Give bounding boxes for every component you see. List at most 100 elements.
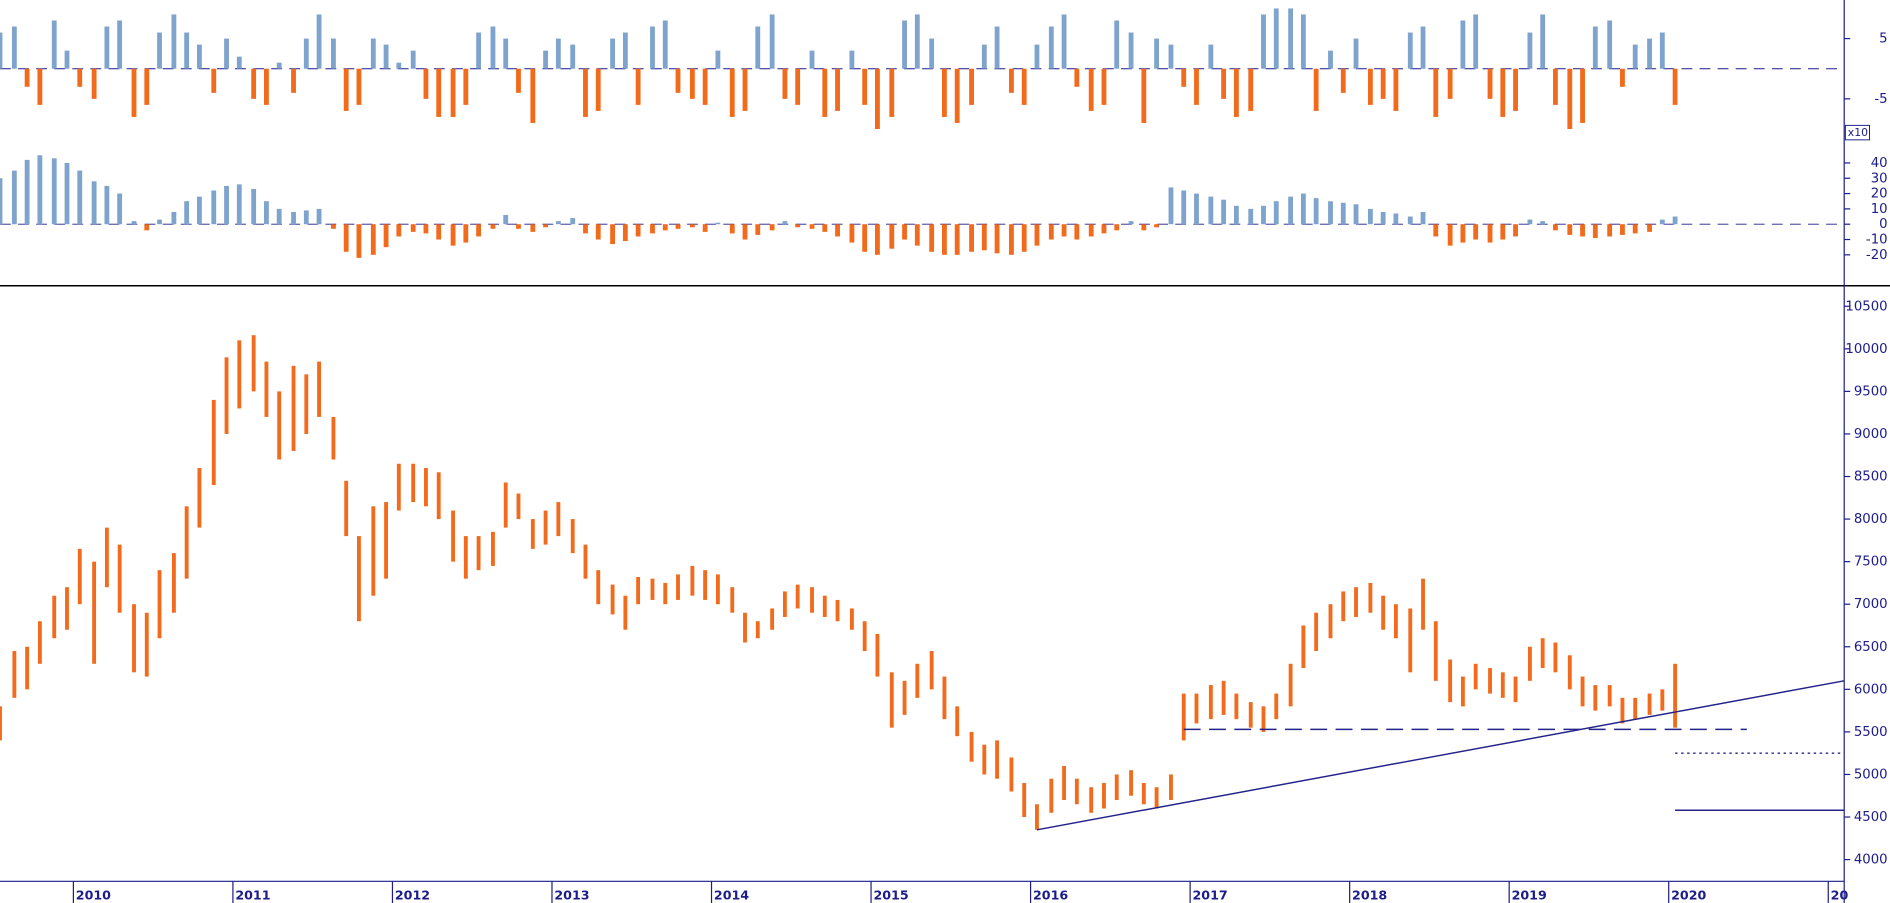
bar xyxy=(1061,14,1067,69)
bar xyxy=(1273,201,1279,225)
price-bar xyxy=(1248,702,1253,728)
bar xyxy=(1048,26,1054,69)
bar xyxy=(1487,224,1493,243)
bar xyxy=(1420,211,1426,225)
bar xyxy=(1433,68,1439,117)
bar xyxy=(862,68,868,105)
bar xyxy=(530,68,536,123)
bar xyxy=(702,224,708,232)
bar xyxy=(463,224,469,243)
bar xyxy=(450,224,456,246)
price-bar xyxy=(224,357,229,434)
bar xyxy=(1353,204,1359,225)
bar xyxy=(1021,68,1027,105)
y-tick-label: -5 xyxy=(1874,92,1887,107)
bar xyxy=(1567,224,1573,235)
price-bar xyxy=(491,531,495,566)
bar xyxy=(410,224,416,232)
bar xyxy=(954,68,960,123)
price-bar xyxy=(1660,689,1665,711)
bar xyxy=(543,224,549,228)
bar xyxy=(1580,224,1585,237)
bar xyxy=(1034,224,1040,246)
price-bar xyxy=(1261,706,1266,732)
bar xyxy=(1181,68,1187,87)
bar xyxy=(264,68,269,105)
bar xyxy=(1034,44,1040,69)
y-tick-label: 5 xyxy=(1879,32,1887,47)
price-bar xyxy=(1381,595,1386,630)
price-bar xyxy=(730,587,735,613)
bar xyxy=(1380,211,1386,225)
bar xyxy=(197,196,202,225)
price-bar xyxy=(676,574,680,600)
bar xyxy=(729,224,735,234)
y-tick-label: 9500 xyxy=(1854,384,1888,399)
bar xyxy=(929,38,935,69)
bar xyxy=(1208,196,1214,225)
price-bar xyxy=(982,744,987,775)
bar xyxy=(1088,68,1094,111)
x-tick-label: 20 xyxy=(1831,887,1849,902)
bar xyxy=(914,224,920,246)
bar xyxy=(1607,224,1613,237)
bar xyxy=(91,68,97,99)
bar xyxy=(0,32,3,69)
bar xyxy=(981,44,987,69)
bar xyxy=(1447,224,1453,246)
bar xyxy=(396,62,402,69)
bar xyxy=(969,224,974,252)
bar xyxy=(1672,68,1678,105)
price-bar xyxy=(1393,604,1398,639)
bar xyxy=(1328,201,1333,225)
bar xyxy=(1500,68,1506,117)
bar xyxy=(675,68,681,93)
price-bar xyxy=(92,561,97,664)
bar xyxy=(969,68,974,105)
price-bar xyxy=(1328,604,1333,639)
price-bar xyxy=(25,646,30,690)
bar xyxy=(1632,44,1638,69)
y-tick-label: 9000 xyxy=(1854,427,1888,442)
bar xyxy=(144,224,150,231)
annotation-line xyxy=(1036,680,1845,831)
bar xyxy=(224,185,229,225)
bar xyxy=(1101,68,1107,105)
price-bar xyxy=(211,399,216,486)
bar xyxy=(131,221,137,225)
price-bar xyxy=(1169,774,1173,801)
bar xyxy=(157,219,162,225)
x-tick-label: 2017 xyxy=(1193,887,1228,902)
price-bar xyxy=(1607,685,1612,707)
price-bar xyxy=(1448,659,1453,703)
price-bar xyxy=(942,676,947,720)
bar xyxy=(543,50,549,69)
price-bar xyxy=(1620,697,1625,724)
bar xyxy=(1567,68,1573,129)
bar xyxy=(64,162,70,225)
bar xyxy=(1181,190,1187,225)
x-tick-label: 2016 xyxy=(1033,887,1068,902)
bar xyxy=(1313,68,1319,111)
bar xyxy=(1300,193,1306,225)
price-bar xyxy=(1274,693,1279,720)
bar xyxy=(942,224,947,255)
bar xyxy=(476,224,482,237)
bar xyxy=(316,208,322,225)
y-tick-label: 20 xyxy=(1871,187,1888,202)
bar xyxy=(1328,50,1333,69)
price-bar xyxy=(1473,663,1478,690)
price-bar xyxy=(52,595,57,639)
bar xyxy=(11,26,17,69)
bar xyxy=(595,224,601,240)
bar xyxy=(755,224,761,235)
price-bar xyxy=(476,536,481,571)
y-tick-label: 6500 xyxy=(1854,640,1888,655)
price-bar xyxy=(703,570,708,600)
bar xyxy=(1513,224,1518,237)
bar xyxy=(981,224,987,251)
bar xyxy=(1620,68,1625,87)
bar xyxy=(476,32,482,69)
price-bar xyxy=(0,706,2,741)
